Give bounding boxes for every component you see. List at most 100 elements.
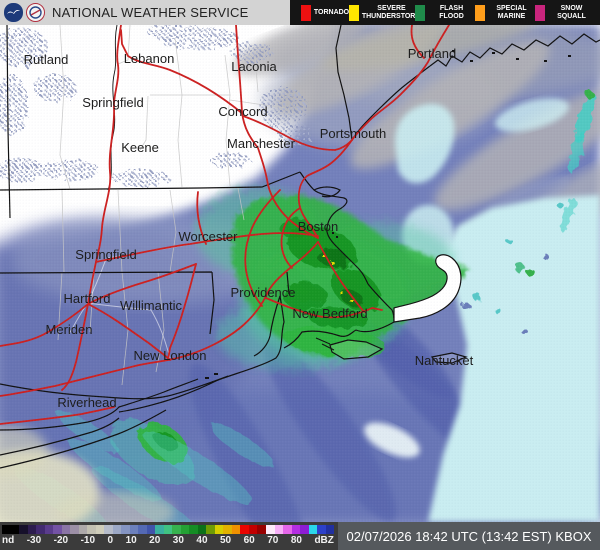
nws-logo	[26, 3, 45, 22]
radar-map[interactable]: Rutland Lebanon Laconia Springfield Concord K…	[0, 25, 600, 522]
colorbar-tick: 50	[220, 535, 232, 546]
ramp-segment	[240, 525, 249, 534]
ramp-segment	[189, 525, 198, 534]
ramp-segment	[112, 525, 122, 534]
city-label: Meriden	[46, 322, 93, 337]
ramp-segment	[283, 525, 292, 534]
ramp-segment	[36, 525, 45, 534]
city-label: Portland	[408, 46, 456, 61]
legend-item: SEVERE THUNDERSTORM	[348, 4, 421, 21]
city-labels: Rutland Lebanon Laconia Springfield Concord K…	[24, 46, 474, 410]
legend-item: SPECIAL MARINE	[475, 4, 535, 21]
ramp-segment	[2, 525, 11, 534]
legend-swatch	[300, 4, 311, 21]
city-label: Hartford	[64, 291, 111, 306]
colorbar-tick: 10	[125, 535, 137, 546]
colorbar-tick: 30	[172, 535, 184, 546]
ramp-segment	[308, 525, 318, 534]
ramp-segment	[223, 525, 232, 534]
legend-label: SEVERE THUNDERSTORM	[361, 4, 422, 20]
colorbar-tick: 40	[196, 535, 208, 546]
ramp-segment	[138, 525, 147, 534]
colorbar-tick: -10	[80, 535, 96, 546]
agency-logos	[0, 3, 45, 22]
legend-swatch	[415, 4, 425, 21]
ramp-segment	[146, 525, 156, 534]
pixel-texture-overlay	[0, 25, 600, 522]
ramp-segment	[265, 525, 275, 534]
legend-item: TORNADO	[295, 4, 355, 21]
city-label: Concord	[218, 104, 267, 119]
city-label: Manchester	[227, 136, 296, 151]
bottom-bar: nd -30 -20 -10 0 10 20 30 40 50 60 70 80 dBZ 02/07/20…	[0, 522, 600, 550]
city-label: Worcester	[179, 229, 239, 244]
ramp-segment	[155, 525, 164, 534]
city-label: Springfield	[75, 247, 136, 262]
city-label: Riverhead	[57, 395, 116, 410]
legend-label: FLASH FLOOD	[439, 4, 464, 20]
ramp-segment	[163, 525, 173, 534]
warning-legend: TORNADO SEVERE THUNDERSTORM FLASH FLOOD SPE…	[290, 0, 600, 25]
legend-label: SNOW SQUALL	[557, 4, 586, 20]
colorbar-tick: 60	[243, 535, 255, 546]
city-label: Keene	[121, 140, 159, 155]
legend-item: FLASH FLOOD	[415, 4, 475, 21]
noaa-logo	[4, 3, 23, 22]
ramp-segment	[248, 525, 258, 534]
ramp-segment	[180, 525, 190, 534]
ramp-segment	[53, 525, 62, 534]
ramp-segment	[78, 525, 88, 534]
colorbar-tick: nd	[2, 535, 15, 546]
colorbar-tick: 20	[149, 535, 161, 546]
colorbar-tick: 0	[107, 535, 114, 546]
ramp-segment	[70, 525, 79, 534]
ramp-segment	[274, 525, 284, 534]
reflectivity-colorbar: nd -30 -20 -10 0 10 20 30 40 50 60 70 80 dBZ	[0, 522, 338, 550]
city-label: Springfield	[82, 95, 143, 110]
colorbar-ramp	[2, 525, 335, 534]
ramp-segment	[87, 525, 96, 534]
legend-swatch	[348, 4, 359, 21]
ramp-segment	[129, 525, 139, 534]
ramp-segment	[10, 525, 20, 534]
legend-item: SNOW SQUALL	[535, 4, 595, 21]
legend-label: TORNADO	[313, 8, 350, 16]
agency-title: NATIONAL WEATHER SERVICE	[52, 5, 249, 20]
ramp-segment	[44, 525, 54, 534]
city-label: Boston	[298, 219, 338, 234]
colorbar-tick: -20	[53, 535, 69, 546]
timestamp: 02/07/2026 18:42 UTC (13:42 EST) KBOX	[338, 522, 600, 550]
ramp-segment	[257, 525, 266, 534]
header-bar: NATIONAL WEATHER SERVICE TORNADO SEVERE T…	[0, 0, 600, 25]
city-label: New London	[134, 348, 207, 363]
ramp-segment	[19, 525, 28, 534]
city-label: Portsmouth	[320, 126, 386, 141]
ramp-segment	[121, 525, 130, 534]
colorbar-ticks: nd -30 -20 -10 0 10 20 30 40 50 60 70 80 dBZ	[2, 535, 334, 546]
ramp-segment	[231, 525, 241, 534]
ramp-segment	[206, 525, 215, 534]
legend-swatch	[535, 4, 545, 21]
radar-canvas: Rutland Lebanon Laconia Springfield Concord K…	[0, 25, 600, 522]
city-label: Nantucket	[415, 353, 474, 368]
ramp-segment	[172, 525, 181, 534]
ramp-segment	[197, 525, 207, 534]
city-label: Laconia	[231, 59, 277, 74]
city-label: Lebanon	[124, 51, 175, 66]
ramp-segment	[325, 525, 335, 534]
ramp-segment	[214, 525, 224, 534]
ramp-segment	[95, 525, 105, 534]
ramp-segment	[291, 525, 301, 534]
colorbar-tick: 70	[267, 535, 279, 546]
colorbar-tick: 80	[290, 535, 302, 546]
legend-swatch	[475, 4, 485, 21]
colorbar-tick: -30	[26, 535, 42, 546]
city-label: Rutland	[24, 52, 69, 67]
city-label: Providence	[230, 285, 295, 300]
ramp-segment	[27, 525, 37, 534]
ramp-segment	[300, 525, 309, 534]
ramp-segment	[104, 525, 113, 534]
city-label: Willimantic	[120, 298, 183, 313]
ramp-segment	[61, 525, 71, 534]
colorbar-tick: dBZ	[314, 535, 334, 546]
